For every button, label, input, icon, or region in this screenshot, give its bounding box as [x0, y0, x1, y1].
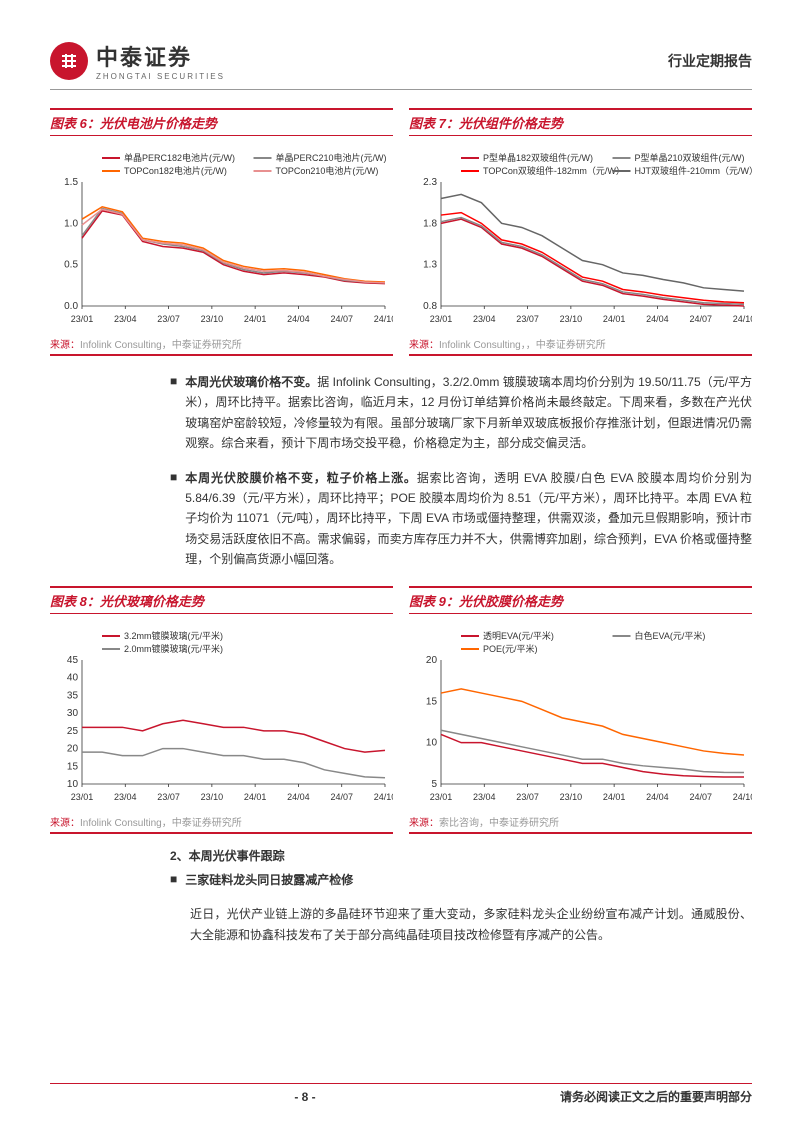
chart-9-canvas: [409, 618, 752, 808]
report-type: 行业定期报告: [668, 51, 752, 71]
section-2-body: 近日，光伏产业链上游的多晶硅环节迎来了重大变动，多家硅料龙头企业纷纷宣布减产计划…: [190, 904, 752, 945]
section-2-num: 2、本周光伏事件跟踪: [50, 846, 752, 866]
chart-7-source: 来源：Infolink Consulting，，中泰证券研究所: [409, 333, 752, 356]
page-footer: - 8 - 请务必阅读正文之后的重要声明部分: [50, 1083, 752, 1105]
page-number: - 8 -: [294, 1090, 315, 1104]
page-header: 中泰证券 ZHONGTAI SECURITIES 行业定期报告: [50, 40, 752, 90]
chart-7: 图表 7：光伏组件价格走势 来源：Infolink Consulting，，中泰…: [409, 108, 752, 356]
logo-text-cn: 中泰证券: [96, 40, 225, 72]
chart-9: 图表 9：光伏胶膜价格走势 来源：索比咨询，中泰证券研究所: [409, 586, 752, 834]
bullet-icon: ■: [170, 470, 177, 570]
paragraph-2: ■ 本周光伏胶膜价格不变，粒子价格上涨。据索比咨询，透明 EVA 胶膜/白色 E…: [170, 468, 752, 570]
chart-8: 图表 8：光伏玻璃价格走势 来源：Infolink Consulting，中泰证…: [50, 586, 393, 834]
bullet-icon: ■: [170, 374, 177, 454]
chart-8-title: 图表 8：光伏玻璃价格走势: [50, 586, 393, 614]
chart-7-canvas: [409, 140, 752, 330]
chart-7-title: 图表 7：光伏组件价格走势: [409, 108, 752, 136]
paragraph-1: ■ 本周光伏玻璃价格不变。据 Infolink Consulting，3.2/2…: [170, 372, 752, 454]
footer-disclaimer: 请务必阅读正文之后的重要声明部分: [560, 1088, 752, 1105]
chart-6: 图表 6：光伏电池片价格走势 来源：Infolink Consulting，中泰…: [50, 108, 393, 356]
chart-9-source: 来源：索比咨询，中泰证券研究所: [409, 811, 752, 834]
chart-9-title: 图表 9：光伏胶膜价格走势: [409, 586, 752, 614]
chart-8-canvas: [50, 618, 393, 808]
chart-6-title: 图表 6：光伏电池片价格走势: [50, 108, 393, 136]
logo-text-en: ZHONGTAI SECURITIES: [96, 72, 225, 81]
logo-icon: [50, 42, 88, 80]
chart-6-source: 来源：Infolink Consulting，中泰证券研究所: [50, 333, 393, 356]
chart-8-source: 来源：Infolink Consulting，中泰证券研究所: [50, 811, 393, 834]
bullet-icon: ■: [170, 872, 177, 890]
logo: 中泰证券 ZHONGTAI SECURITIES: [50, 40, 225, 81]
section-2-title-row: ■ 三家硅料龙头同日披露减产检修: [170, 870, 752, 890]
chart-6-canvas: [50, 140, 393, 330]
